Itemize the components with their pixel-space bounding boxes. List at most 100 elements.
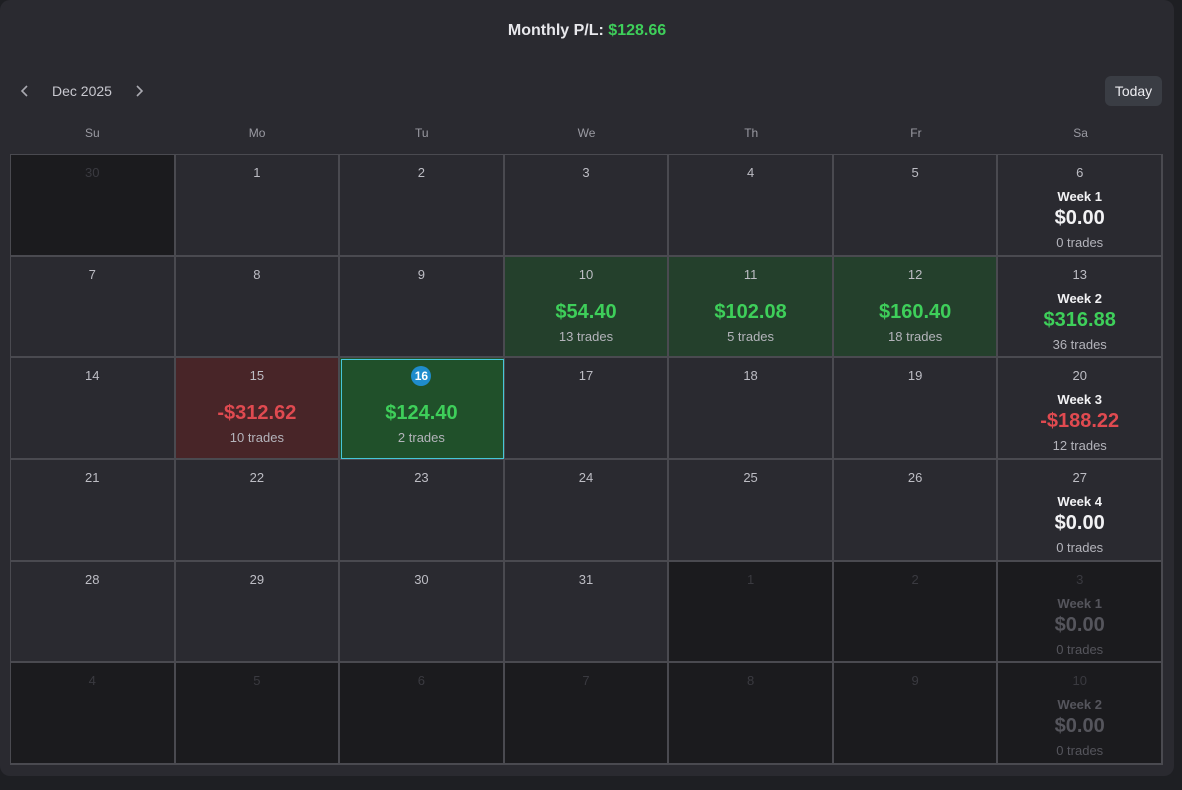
day-number: 7: [582, 673, 590, 689]
calendar-day-cell[interactable]: 6: [340, 663, 505, 765]
calendar-day-cell[interactable]: 1: [669, 561, 834, 664]
day-number: 17: [578, 368, 594, 384]
week-pnl: $316.88: [1043, 308, 1116, 331]
weekday-label: Mo: [248, 126, 266, 140]
weekday-label: Tu: [415, 126, 429, 140]
day-number: 3: [582, 165, 590, 180]
calendar-day-cell[interactable]: 5: [833, 155, 999, 257]
day-number: 21: [85, 469, 100, 485]
calendar-day-cell[interactable]: 28: [11, 561, 176, 664]
calendar-day-cell[interactable]: 5: [175, 663, 341, 765]
week-summary-cell[interactable]: 10 Week 2 $0.00 0 trades: [998, 663, 1163, 765]
calendar-day-cell[interactable]: 16 $124.40 2 trades: [340, 358, 505, 460]
week-label: Week 1: [1057, 189, 1102, 204]
calendar-day-cell[interactable]: 7: [11, 256, 176, 359]
calendar-day-cell[interactable]: 24: [504, 459, 670, 562]
day-number: 31: [578, 571, 594, 587]
calendar-day-cell[interactable]: 26: [833, 459, 999, 562]
prev-month-button[interactable]: [10, 76, 40, 106]
week-summary-cell[interactable]: 13 Week 2 $316.88 36 trades: [998, 256, 1163, 359]
calendar-grid: 30 1 2 3 4 5 6 Week 1 $0.00 0 trades 7 8 9 10 $54.40 13…: [10, 154, 1163, 765]
weekday-label: Sa: [1073, 126, 1088, 140]
calendar-day-cell[interactable]: 4: [11, 663, 176, 765]
week-pnl: $0.00: [1054, 207, 1105, 229]
week-pnl: $0.00: [1054, 613, 1105, 636]
day-number: 29: [249, 571, 265, 587]
calendar-day-cell[interactable]: 17: [504, 358, 670, 460]
day-number: 2: [417, 165, 426, 180]
weekday-label: Su: [85, 126, 100, 140]
calendar-day-cell[interactable]: 9: [833, 663, 999, 765]
calendar-day-cell[interactable]: 30: [340, 561, 505, 664]
weekday-label: Fr: [910, 126, 922, 140]
calendar-day-cell[interactable]: 21: [11, 459, 176, 562]
day-number: 2: [911, 571, 919, 587]
day-pnl: $102.08: [714, 300, 787, 323]
calendar-panel: Monthly P/L: $128.66 Dec 2025 Today Su Mo…: [0, 0, 1174, 776]
calendar-day-cell[interactable]: 10 $54.40 13 trades: [504, 256, 670, 359]
calendar-day-cell[interactable]: 1: [175, 155, 341, 257]
week-pnl: $0.00: [1054, 511, 1105, 534]
calendar-day-cell[interactable]: 3: [504, 155, 670, 257]
calendar-day-cell[interactable]: 2: [833, 561, 999, 664]
calendar-day-cell[interactable]: 8: [175, 256, 341, 359]
week-summary-cell[interactable]: 3 Week 1 $0.00 0 trades: [998, 561, 1163, 664]
day-number: 15: [249, 368, 265, 384]
week-label: Week 3: [1057, 392, 1102, 408]
day-number: 8: [746, 673, 755, 689]
chevron-left-icon: [20, 85, 28, 97]
calendar-day-cell[interactable]: 11 $102.08 5 trades: [669, 256, 834, 359]
week-pnl: $0.00: [1054, 715, 1105, 738]
calendar-day-cell[interactable]: 29: [175, 561, 341, 664]
calendar-day-cell[interactable]: 25: [669, 459, 834, 562]
calendar-day-cell[interactable]: 9: [340, 256, 505, 359]
calendar-day-cell[interactable]: 30: [11, 155, 176, 257]
week-summary-cell[interactable]: 20 Week 3 -$188.22 12 trades: [998, 358, 1163, 460]
day-number: 1: [746, 571, 755, 587]
day-pnl: $124.40: [385, 402, 458, 425]
next-month-button[interactable]: [124, 76, 154, 106]
week-summary-cell[interactable]: 27 Week 4 $0.00 0 trades: [998, 459, 1163, 562]
day-pnl: $160.40: [878, 300, 952, 323]
calendar-day-cell[interactable]: 23: [340, 459, 505, 562]
today-button[interactable]: Today: [1105, 76, 1162, 106]
week-trade-count: 0 trades: [1056, 743, 1104, 759]
day-number: 14: [85, 368, 100, 384]
calendar-day-cell[interactable]: 18: [669, 358, 834, 460]
calendar-day-cell[interactable]: 31: [504, 561, 670, 664]
calendar-day-cell[interactable]: 22: [175, 459, 341, 562]
today-indicator: 16: [411, 366, 432, 387]
weekday-label: We: [577, 126, 596, 140]
month-navigation: Dec 2025: [10, 76, 154, 106]
day-pnl: -$312.62: [217, 402, 297, 425]
day-number: 9: [911, 673, 919, 689]
week-summary-cell[interactable]: 6 Week 1 $0.00 0 trades: [998, 155, 1163, 257]
calendar-day-cell[interactable]: 7: [504, 663, 670, 765]
calendar-day-cell[interactable]: 2: [340, 155, 505, 257]
week-label: Week 4: [1057, 493, 1102, 509]
calendar-day-cell[interactable]: 12 $160.40 18 trades: [833, 256, 999, 359]
day-number: 30: [414, 571, 429, 587]
calendar-day-cell[interactable]: 14: [11, 358, 176, 460]
week-pnl: -$188.22: [1040, 410, 1120, 433]
day-number: 9: [417, 266, 426, 282]
day-number: 5: [253, 673, 261, 689]
calendar-day-cell[interactable]: 8: [669, 663, 834, 765]
day-number: 4: [88, 673, 96, 689]
day-pnl: $54.40: [555, 300, 617, 323]
week-trade-count: 36 trades: [1052, 336, 1107, 352]
day-number: 30: [85, 165, 100, 180]
day-number: 18: [743, 368, 758, 384]
calendar-day-cell[interactable]: 19: [833, 358, 999, 460]
monthly-pl-label: Monthly P/L:: [507, 22, 604, 39]
day-number: 24: [578, 469, 594, 485]
day-number: 10: [1072, 673, 1087, 689]
calendar-day-cell[interactable]: 15 -$312.62 10 trades: [175, 358, 341, 460]
day-number: 10: [578, 266, 594, 282]
day-number: 20: [1072, 368, 1087, 384]
week-label: Week 2: [1057, 290, 1102, 306]
calendar-day-cell[interactable]: 4: [669, 155, 834, 257]
monthly-pl-title: Monthly P/L: $128.66: [0, 22, 1174, 40]
day-number: 27: [1072, 469, 1087, 485]
day-number: 6: [1076, 165, 1084, 180]
